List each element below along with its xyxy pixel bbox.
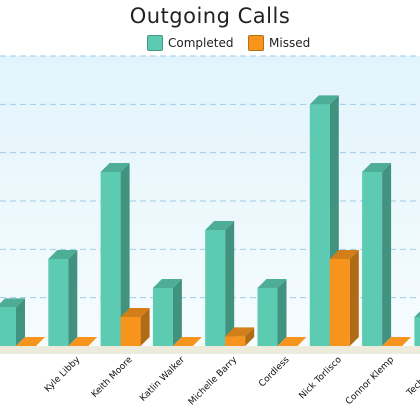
bar-missed <box>329 250 359 346</box>
bar-top <box>257 279 287 288</box>
bar-missed <box>16 337 45 346</box>
bar-completed <box>152 279 182 346</box>
x-tick-label: Cordless <box>257 355 291 389</box>
bar-top <box>362 163 392 172</box>
bar-front <box>329 259 350 346</box>
plot-floor <box>0 346 420 354</box>
bar-completed <box>362 163 392 346</box>
bar-front <box>48 259 69 346</box>
bar-completed <box>257 279 287 346</box>
bar-top <box>100 163 130 172</box>
bar-top <box>309 95 339 105</box>
legend-swatch-completed <box>147 35 163 51</box>
bar-front <box>362 172 383 346</box>
bar-side <box>225 221 235 346</box>
bar-missed <box>172 337 202 346</box>
bar-front <box>205 230 226 346</box>
bar-missed <box>120 308 150 346</box>
bar-front <box>257 288 278 346</box>
bar-zero <box>68 337 98 346</box>
bar-missed <box>382 337 412 346</box>
bar-front <box>100 172 121 346</box>
bar-top <box>205 221 235 230</box>
bar-top <box>0 298 25 308</box>
x-tick-label: Nick Torlisco <box>298 355 345 402</box>
bar-front <box>120 317 141 346</box>
bar-side <box>349 250 359 346</box>
bar-zero <box>172 337 202 346</box>
bar-zero <box>16 337 45 346</box>
bar-completed <box>100 163 130 346</box>
x-tick-label: Kyle Libby <box>43 355 83 395</box>
bar-side <box>120 163 130 346</box>
bar-side <box>172 279 182 346</box>
bars <box>0 95 420 346</box>
bar-side <box>277 279 287 346</box>
x-tick-label: Connor Klemp <box>344 355 396 407</box>
bar-top <box>120 308 150 317</box>
legend-swatch-missed <box>248 35 264 51</box>
x-tick-label: Keith Moore <box>90 355 135 400</box>
bar-front <box>0 307 16 346</box>
bar-top <box>414 311 420 317</box>
bar-top <box>48 250 78 259</box>
bar-missed <box>68 337 98 346</box>
legend: Completed Missed <box>0 34 420 52</box>
bar-completed <box>205 221 235 346</box>
bar-front <box>152 288 173 346</box>
bar-completed <box>48 250 78 346</box>
bar-side <box>245 327 255 346</box>
bar-top <box>225 327 255 337</box>
bar-completed <box>0 298 25 346</box>
legend-item-missed: Missed <box>248 34 310 52</box>
bar-side <box>382 163 392 346</box>
bar-side <box>16 298 25 346</box>
chart-title: Outgoing Calls <box>129 4 291 28</box>
x-axis-labels: Kyle Libby Keith Moore Katlin Walker Michel… <box>43 355 420 408</box>
x-tick-label: Michelle Barry <box>187 355 240 408</box>
bar-side <box>140 308 150 346</box>
bar-top <box>329 250 359 259</box>
bar-front <box>414 317 420 346</box>
bar-side <box>68 250 78 346</box>
bar-front <box>225 336 246 346</box>
x-tick-label: Katlin Walker <box>138 355 187 404</box>
legend-label-completed: Completed <box>168 36 234 50</box>
x-tick-label: Tech Bench <box>405 355 420 399</box>
bar-missed <box>225 327 255 346</box>
legend-item-completed: Completed <box>147 34 233 52</box>
bar-missed <box>277 337 307 346</box>
bar-front <box>309 104 330 346</box>
bar-zero <box>277 337 307 346</box>
bar-zero <box>382 337 412 346</box>
bar-top <box>152 279 182 288</box>
bar-completed <box>414 311 420 346</box>
legend-label-missed: Missed <box>269 36 311 50</box>
